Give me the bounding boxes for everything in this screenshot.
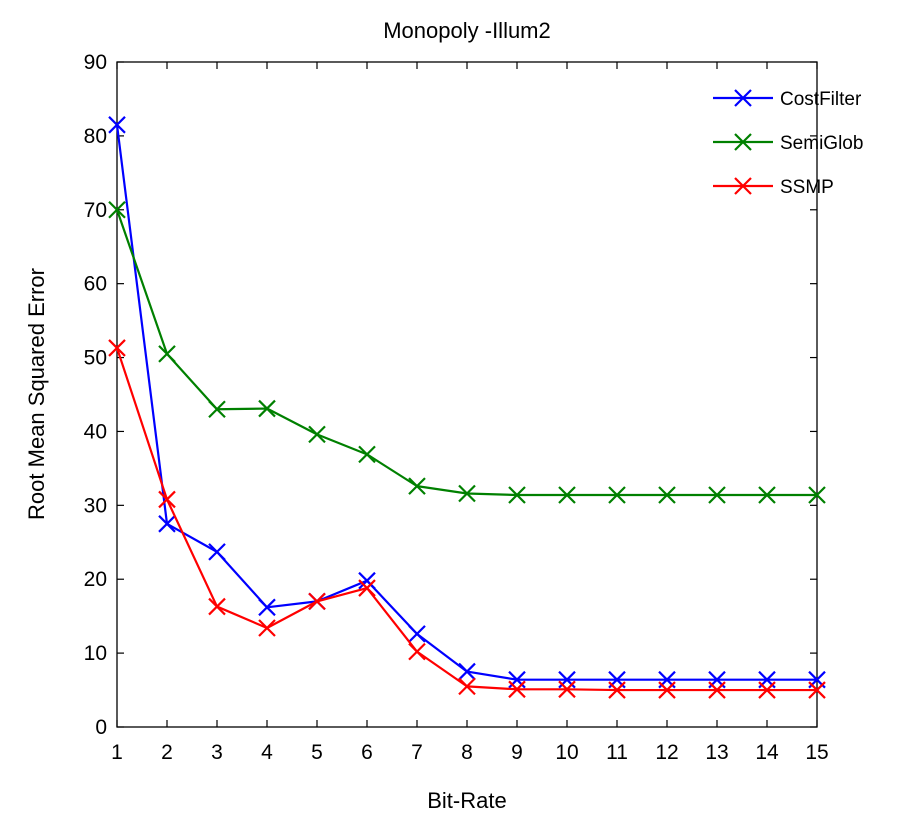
series-ssmp <box>108 339 826 699</box>
x-tick-label: 5 <box>311 741 323 764</box>
data-point <box>558 680 576 699</box>
x-tick-label: 12 <box>655 741 678 764</box>
legend-item-costfilter: CostFilter <box>713 89 862 110</box>
data-point <box>158 490 176 509</box>
x-tick-label: 9 <box>511 741 523 764</box>
chart-title: Monopoly -Illum2 <box>383 18 551 43</box>
data-point <box>258 399 276 418</box>
x-tick-label: 14 <box>755 741 779 764</box>
y-tick-label: 60 <box>84 273 107 296</box>
data-point <box>208 543 226 561</box>
data-point <box>658 681 676 699</box>
x-tick-label: 13 <box>705 741 728 764</box>
data-point <box>708 486 726 504</box>
data-point <box>608 681 626 699</box>
data-point <box>108 116 126 134</box>
x-tick-label: 4 <box>261 741 273 764</box>
data-point <box>608 486 626 504</box>
data-point <box>458 484 476 503</box>
x-tick-label: 6 <box>361 741 373 764</box>
y-tick-label: 80 <box>84 125 107 148</box>
data-point <box>358 571 376 590</box>
data-point <box>758 486 776 504</box>
data-point <box>508 680 526 699</box>
data-point <box>508 486 526 504</box>
y-tick-label: 0 <box>95 716 107 739</box>
data-point <box>758 681 776 699</box>
data-point <box>308 592 326 611</box>
legend-marker <box>734 89 752 107</box>
legend-marker <box>734 177 752 195</box>
y-tick-label: 90 <box>84 51 107 74</box>
y-tick-label: 50 <box>84 347 107 370</box>
data-point <box>108 201 126 219</box>
legend-item-semiglob: SemiGlob <box>713 133 863 154</box>
data-point <box>258 619 276 637</box>
x-axis-title: Bit-Rate <box>427 788 506 813</box>
data-point <box>408 642 426 661</box>
plot-area: 1 2 3 4 5 6 7 8 9 10 11 12 13 14 15 010203040506070809… <box>84 51 829 764</box>
y-tick-label: 70 <box>84 199 107 222</box>
data-point <box>708 681 726 699</box>
data-point <box>158 515 176 533</box>
data-point <box>408 477 426 495</box>
legend-marker <box>734 133 752 151</box>
x-tick-label: 7 <box>411 741 423 764</box>
x-tick-label: 1 <box>111 741 123 764</box>
y-tick-label: 10 <box>84 642 107 665</box>
data-point <box>208 400 226 419</box>
data-point <box>258 598 276 617</box>
x-tick-label: 2 <box>161 741 173 764</box>
data-point <box>458 662 476 681</box>
y-axis-title: Root Mean Squared Error <box>24 268 49 520</box>
y-axis: 0 10 20 30 40 50 60 70 80 90 <box>84 51 817 739</box>
data-point <box>808 486 826 504</box>
x-tick-label: 15 <box>805 741 828 764</box>
y-tick-label: 40 <box>84 420 107 443</box>
data-point <box>408 625 426 643</box>
data-point <box>308 425 326 444</box>
x-tick-label: 11 <box>606 741 628 764</box>
data-point <box>558 486 576 504</box>
legend-label: SemiGlob <box>780 133 863 154</box>
data-point <box>358 445 376 464</box>
legend-label: SSMP <box>780 177 834 198</box>
data-point <box>808 681 826 699</box>
data-point <box>658 486 676 504</box>
x-tick-label: 3 <box>211 741 223 764</box>
data-point <box>458 677 476 696</box>
x-tick-label: 10 <box>555 741 578 764</box>
data-point <box>108 339 126 357</box>
legend-item-ssmp: SSMP <box>713 177 834 198</box>
x-axis: 1 2 3 4 5 6 7 8 9 10 11 12 13 14 15 <box>111 62 829 764</box>
data-point <box>158 345 176 363</box>
data-point <box>358 579 376 597</box>
legend-label: CostFilter <box>780 89 862 110</box>
data-point <box>208 597 226 616</box>
x-tick-label: 8 <box>461 741 473 764</box>
y-tick-label: 20 <box>84 568 107 591</box>
y-tick-label: 30 <box>84 494 107 517</box>
series-semiglob <box>108 201 826 504</box>
series-layer <box>108 116 826 699</box>
legend: CostFilter SemiGlob SSMP <box>713 89 863 198</box>
